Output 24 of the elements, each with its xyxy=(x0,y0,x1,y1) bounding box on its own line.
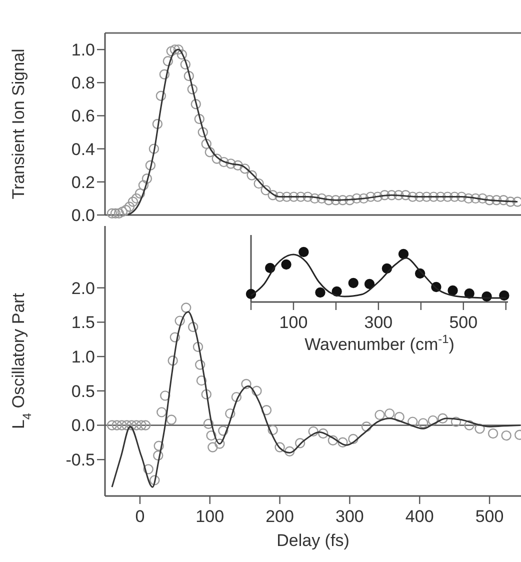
x-tick-label: 500 xyxy=(449,313,478,332)
y-tick-label: 0.6 xyxy=(71,106,95,126)
x-tick-label: 300 xyxy=(336,507,364,526)
x-tick-label: 0 xyxy=(135,507,145,526)
x-tick-label: 300 xyxy=(364,313,393,332)
x-tick-label: 500 xyxy=(475,507,504,526)
x-tick-label: 200 xyxy=(266,507,294,526)
x-tick-label: 100 xyxy=(279,313,308,332)
x-tick-label: 100 xyxy=(196,507,224,526)
y-tick-label: 0.0 xyxy=(71,416,95,436)
y-tick-label: 1.0 xyxy=(71,40,95,60)
y-tick-label: 2.0 xyxy=(71,278,95,298)
y-tick-label: 0.8 xyxy=(71,74,95,93)
x-tick-label: 400 xyxy=(405,507,434,526)
y-tick-label: 1.0 xyxy=(71,348,95,367)
x-axis-title: Wavenumber (cm$^{-1}$) xyxy=(304,332,454,354)
y-tick-label: 0.4 xyxy=(71,140,95,159)
x-axis-title: Delay (fs) xyxy=(276,531,350,550)
y-tick-label: 0.2 xyxy=(71,172,95,192)
y-tick-label: -0.5 xyxy=(66,450,95,470)
y-tick-label: 0.5 xyxy=(71,382,95,401)
y-tick-label: 0.0 xyxy=(71,206,95,225)
y-tick-label: 1.5 xyxy=(71,313,95,332)
y-axis-title: Transient Ion Signal xyxy=(9,48,28,200)
